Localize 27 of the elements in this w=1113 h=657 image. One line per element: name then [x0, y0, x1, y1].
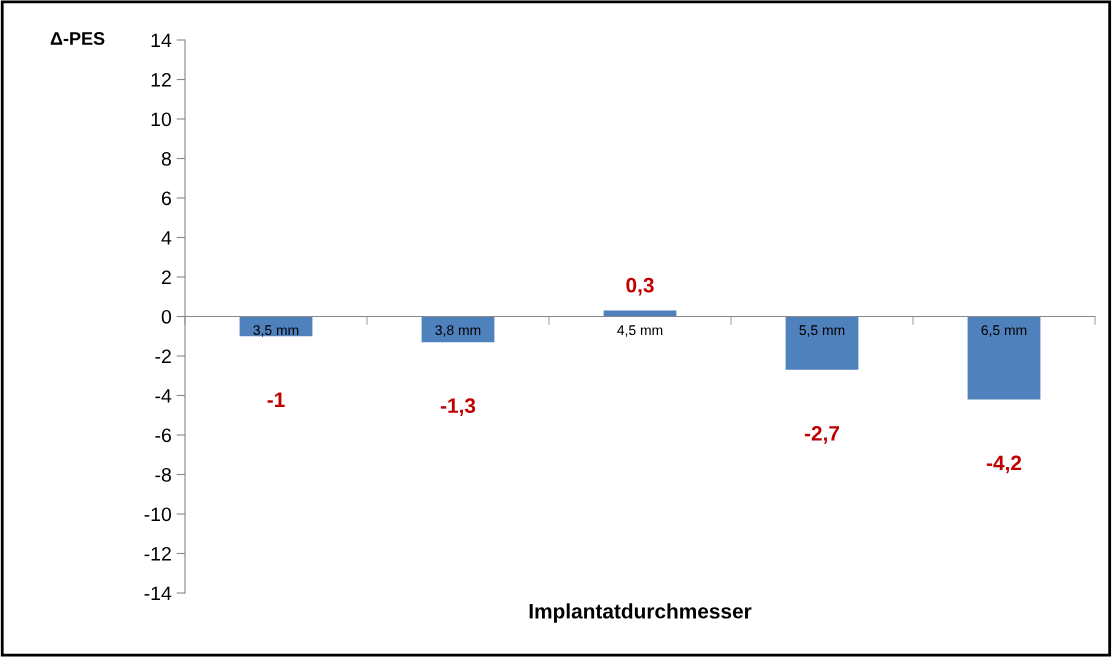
y-tick-label: -8 — [155, 467, 171, 482]
y-tick-label: -2 — [155, 349, 171, 364]
x-tick-label: 6,5 mm — [981, 325, 1027, 337]
y-tick-label: -14 — [144, 586, 172, 601]
x-tick-label: 4,5 mm — [617, 325, 663, 337]
data-label: -1 — [267, 392, 285, 407]
y-axis-title: Δ-PES — [50, 32, 105, 45]
data-label: -1,3 — [440, 398, 476, 417]
data-label: 0,3 — [626, 277, 654, 296]
y-tick-label: -10 — [144, 507, 172, 522]
y-tick-label: 14 — [151, 33, 172, 48]
y-tick-label: -4 — [155, 389, 172, 403]
y-tick-label: 8 — [161, 151, 171, 166]
y-tick-label: 12 — [151, 72, 171, 87]
data-label: -4,2 — [986, 455, 1022, 474]
y-tick-label: -6 — [155, 428, 171, 443]
y-tick-label: 2 — [161, 270, 171, 285]
y-tick-label: 6 — [161, 191, 171, 206]
y-tick-label: 0 — [161, 309, 172, 324]
x-tick-label: 5,5 mm — [799, 325, 845, 337]
x-tick-label: 3,5 mm — [253, 325, 299, 337]
data-label: -2,7 — [804, 425, 840, 444]
y-tick-label: -12 — [144, 546, 171, 561]
y-tick-label: 10 — [151, 112, 172, 127]
x-axis-title: Implantatdurchmesser — [529, 603, 752, 623]
x-tick-label: 3,8 mm — [435, 325, 481, 337]
y-tick-label: 4 — [161, 231, 172, 245]
